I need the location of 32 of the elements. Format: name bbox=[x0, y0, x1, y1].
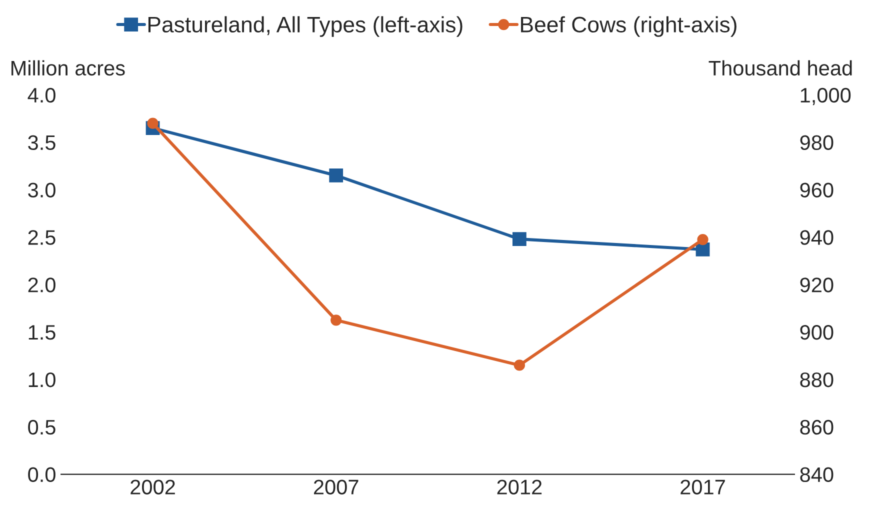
y-tick-label: 3.5 bbox=[28, 135, 56, 150]
y-tick-label: 3.0 bbox=[28, 182, 56, 198]
y2-tick-label: 960 bbox=[800, 182, 834, 198]
y-tick-label: 1.5 bbox=[28, 325, 56, 340]
legend-label: Beef Cows (right-axis) bbox=[521, 16, 736, 37]
point bbox=[147, 118, 158, 129]
point bbox=[514, 360, 525, 371]
y-tick-label: 2.0 bbox=[28, 278, 56, 292]
point bbox=[329, 168, 344, 182]
x-tick-label: 2007 bbox=[314, 480, 358, 494]
y2-tick-label: 880 bbox=[800, 372, 834, 388]
y2-tick-label: 920 bbox=[800, 278, 834, 292]
legend-label: Pastureland, All Types (left-axis) bbox=[148, 16, 462, 37]
y2-axis-title: Thousand head bbox=[708, 60, 852, 76]
point bbox=[330, 314, 342, 326]
x-tick-label: 2012 bbox=[497, 480, 542, 494]
y-tick-label: 4.0 bbox=[28, 88, 56, 103]
point bbox=[512, 232, 526, 246]
y2-tick-label: 1,000 bbox=[800, 88, 851, 106]
y2-tick-label: 860 bbox=[800, 420, 834, 435]
y-axis-title: Million acres bbox=[11, 60, 125, 76]
x-tick-label: 2017 bbox=[680, 480, 725, 494]
y-tick-label: 2.5 bbox=[28, 230, 56, 245]
y-tick-label: 0.5 bbox=[28, 420, 56, 435]
y2-tick-label: 900 bbox=[800, 325, 834, 340]
y2-tick-label: 940 bbox=[800, 230, 834, 245]
y-tick-label: 1.0 bbox=[28, 372, 56, 388]
point bbox=[697, 234, 708, 246]
y2-tick-label: 840 bbox=[800, 467, 834, 482]
y-tick-label: 0.0 bbox=[28, 467, 56, 482]
x-tick-label: 2002 bbox=[130, 480, 175, 494]
y2-tick-label: 980 bbox=[800, 135, 834, 150]
